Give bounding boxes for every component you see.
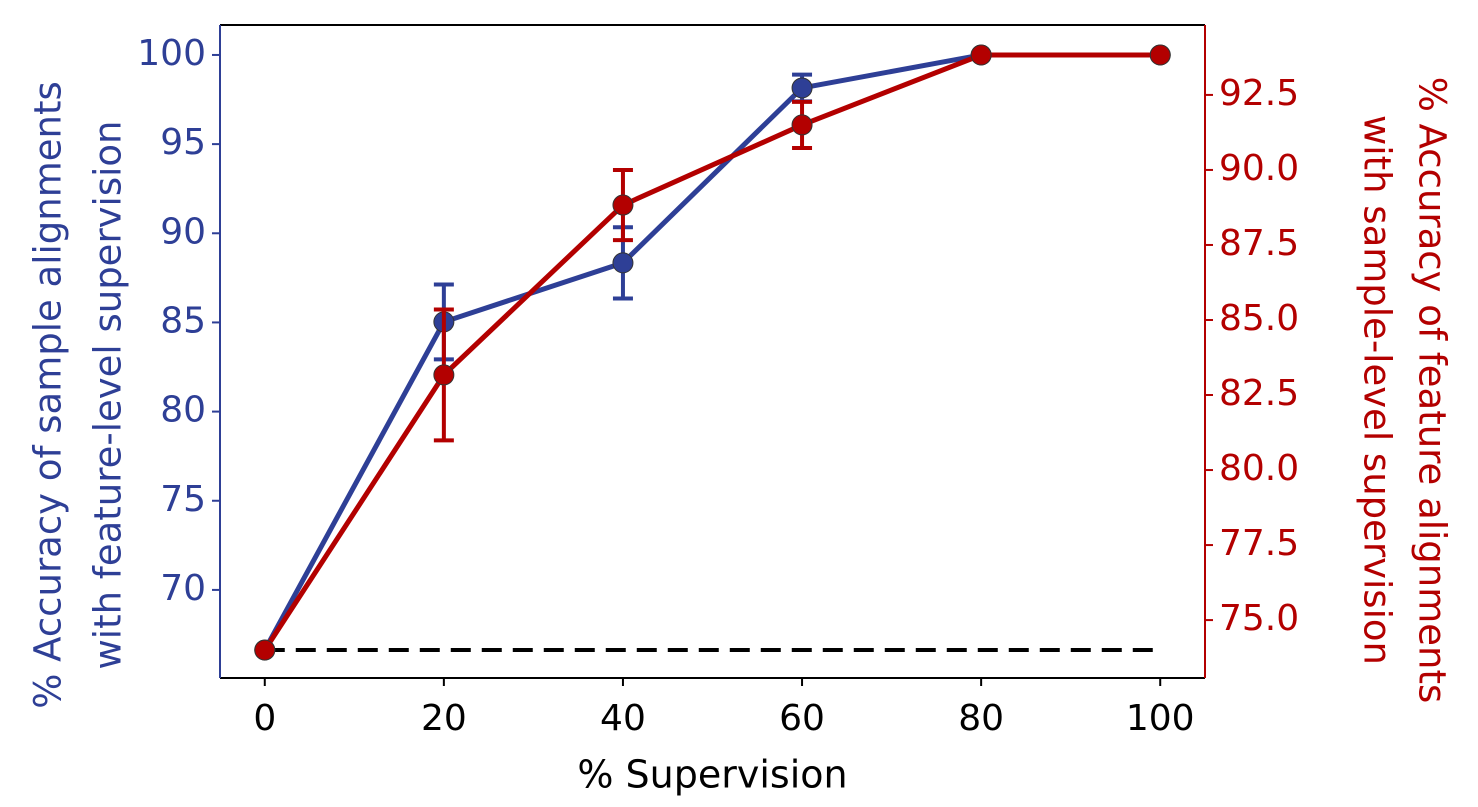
y2-tick-label: 87.5 [1219, 223, 1299, 264]
y-tick-label: 80 [160, 390, 206, 431]
series-line [262, 52, 1161, 652]
x-tick-label: 80 [958, 698, 1004, 739]
y2-tick-label: 77.5 [1219, 523, 1299, 564]
data-point [970, 44, 992, 66]
data-point [1149, 44, 1171, 66]
x-tick-label: 60 [779, 698, 825, 739]
series-line [262, 52, 1161, 652]
y2-axis-label: % Accuracy of feature alignments [1411, 77, 1454, 704]
x-axis-label: % Supervision [577, 753, 847, 797]
y2-tick-label: 80.0 [1219, 448, 1299, 489]
data-point [254, 639, 276, 661]
data-point [612, 194, 634, 216]
y-tick-label: 90 [160, 211, 206, 252]
y2-tick-label: 85.0 [1219, 298, 1299, 339]
x-tick-label: 0 [253, 698, 276, 739]
data-point [612, 252, 634, 274]
x-tick-label: 20 [421, 698, 467, 739]
y-axis-label: % Accuracy of sample alignments [27, 81, 70, 709]
y2-tick-label: 90.0 [1219, 148, 1299, 189]
x-tick-label: 100 [1126, 698, 1195, 739]
y-tick-label: 70 [160, 568, 206, 609]
y-tick-label: 100 [137, 33, 206, 74]
x-tick-label: 40 [600, 698, 646, 739]
y2-tick-label: 82.5 [1219, 373, 1299, 414]
data-point [433, 364, 455, 386]
y2-tick-label: 92.5 [1219, 73, 1299, 114]
y-axis-label: with feature-level supervision [87, 121, 130, 670]
y2-tick-label: 75.0 [1219, 598, 1299, 639]
data-point [791, 114, 813, 136]
y-tick-label: 85 [160, 300, 206, 341]
y-tick-label: 95 [160, 122, 206, 163]
y2-axis-label: with sample-level supervision [1356, 115, 1399, 665]
data-point [791, 77, 813, 99]
y-tick-label: 75 [160, 479, 206, 520]
